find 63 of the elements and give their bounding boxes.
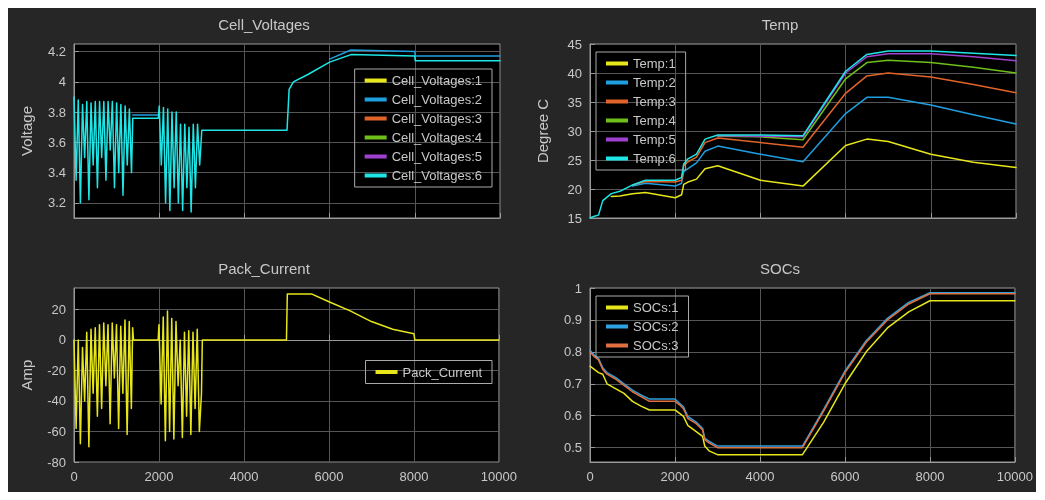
legend-label: Cell_Voltages:4 (391, 130, 482, 145)
legend-label: Cell_Voltages:1 (391, 73, 482, 88)
y-tick-label: 3.6 (47, 134, 66, 150)
y-tick-label: 40 (567, 65, 582, 81)
y-tick-label: 45 (567, 36, 582, 52)
y-tick-label: 20 (51, 301, 66, 317)
y-tick-label: 4.2 (47, 44, 66, 60)
legend-label: Temp:2 (633, 75, 676, 90)
y-tick-label: -60 (47, 423, 66, 439)
y-tick-label: 0.9 (563, 312, 582, 328)
legend-label: Temp:6 (633, 151, 676, 166)
y-tick-label: -20 (47, 362, 66, 378)
legend-label: Temp:1 (633, 56, 676, 71)
y-tick-label: 20 (567, 181, 582, 197)
chart-title: Pack_Current (218, 260, 311, 277)
legend-label: Cell_Voltages:6 (391, 168, 482, 183)
x-tick-label: 10000 (996, 469, 1033, 484)
x-tick-label: 2000 (660, 469, 690, 484)
y-tick-label: 3.4 (47, 165, 66, 181)
y-axis-title: Voltage (18, 105, 35, 157)
y-axis-title: Amp (18, 359, 35, 391)
line-series (73, 293, 500, 448)
x-tick-label: 8000 (915, 469, 945, 484)
x-tick-label: 6000 (830, 469, 860, 484)
y-tick-label: 25 (567, 152, 582, 168)
line-series (73, 53, 501, 213)
legend-label: Temp:5 (633, 132, 676, 147)
x-tick-label: 4000 (745, 469, 775, 484)
y-tick-label: 15 (567, 210, 582, 226)
legend-label: Cell_Voltages:2 (391, 92, 482, 107)
x-tick-label: 10000 (480, 469, 517, 484)
y-tick-label: 0 (58, 332, 66, 348)
y-tick-label: 1 (574, 280, 582, 296)
chart-title: SOCs (759, 260, 801, 277)
chart-title: Cell_Voltages (218, 16, 310, 33)
x-tick-label: 4000 (229, 469, 259, 484)
legend-label: SOCs:3 (633, 338, 679, 353)
legend-label: SOCs:2 (633, 319, 679, 334)
legend-label: Cell_Voltages:5 (391, 149, 482, 164)
y-tick-label: 4 (58, 74, 66, 90)
y-tick-label: 3.8 (47, 104, 66, 120)
y-tick-label: 0.5 (563, 440, 582, 456)
legend-label: SOCs:1 (633, 300, 679, 315)
y-tick-label: 3.2 (47, 195, 66, 211)
y-axis-title: Degree C (534, 98, 551, 164)
x-tick-label: 2000 (144, 469, 174, 484)
x-tick-label: 6000 (314, 469, 344, 484)
x-tick-label: 8000 (399, 469, 429, 484)
y-tick-label: 35 (567, 94, 582, 110)
y-tick-label: -40 (47, 393, 66, 409)
x-tick-label: 0 (586, 469, 594, 484)
y-tick-label: 0.6 (563, 408, 582, 424)
chart-title: Temp (761, 16, 799, 33)
x-tick-label: 0 (70, 469, 78, 484)
line-series (631, 96, 1017, 187)
legend-label: Temp:3 (633, 94, 676, 109)
legend-label: Temp:4 (633, 113, 676, 128)
y-tick-label: 0.8 (563, 344, 582, 360)
legend-label: Cell_Voltages:3 (391, 111, 482, 126)
legend-label: Pack_Current (402, 364, 483, 380)
y-tick-label: -80 (47, 454, 66, 470)
y-tick-label: 30 (567, 123, 582, 139)
y-tick-label: 0.7 (563, 376, 582, 392)
